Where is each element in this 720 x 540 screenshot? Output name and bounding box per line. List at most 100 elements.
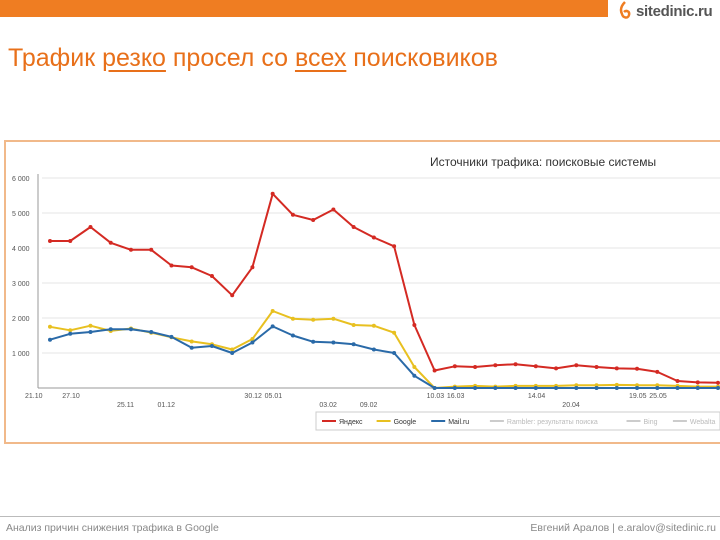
- data-point: [695, 386, 700, 390]
- x-tick-label: 25.05: [649, 393, 667, 400]
- series-line-2: [49, 325, 718, 389]
- x-tick-label: 27.10: [62, 393, 80, 400]
- data-point: [169, 263, 174, 268]
- data-point: [392, 351, 397, 355]
- legend-label: Rambler: результаты поиска: [507, 419, 598, 426]
- data-point: [513, 362, 518, 367]
- data-point: [189, 339, 194, 344]
- data-point: [655, 386, 660, 390]
- data-point: [270, 309, 275, 313]
- data-point: [128, 247, 133, 252]
- data-point: [533, 386, 538, 390]
- y-tick-label: 4 000: [12, 246, 30, 253]
- data-point: [452, 364, 457, 369]
- data-point: [128, 327, 133, 332]
- data-point: [716, 386, 720, 390]
- data-point: [250, 337, 255, 341]
- data-point: [614, 382, 619, 387]
- x-tick-label: 30.12: [244, 393, 262, 400]
- data-point: [331, 207, 336, 212]
- data-point: [250, 340, 255, 345]
- data-point: [108, 327, 113, 332]
- data-point: [149, 330, 154, 334]
- x-tick-label: 09.02: [360, 402, 378, 409]
- data-point: [473, 365, 478, 369]
- data-point: [250, 265, 255, 270]
- data-point: [209, 344, 214, 348]
- x-tick-label: 20.04: [562, 402, 580, 409]
- y-tick-label: 2 000: [12, 316, 30, 323]
- data-point: [635, 386, 640, 390]
- data-point: [88, 323, 93, 328]
- series-line-1: [49, 310, 718, 389]
- x-tick-label: 16.03: [447, 393, 465, 400]
- x-tick-label: 10.03: [427, 393, 445, 400]
- data-point: [230, 347, 235, 352]
- data-point: [655, 369, 660, 374]
- x-tick-label: 14.04: [528, 393, 546, 400]
- logo-text: sitedinic.ru: [636, 2, 713, 20]
- data-point: [230, 351, 235, 355]
- page-title: Трафик резко просел со всех поисковиков: [8, 44, 498, 73]
- data-point: [493, 386, 498, 390]
- data-point: [675, 386, 680, 390]
- data-point: [351, 225, 356, 229]
- data-point: [675, 379, 680, 383]
- data-point: [331, 340, 336, 345]
- data-point: [533, 364, 538, 369]
- data-point: [311, 317, 316, 322]
- data-point: [594, 365, 599, 369]
- data-point: [594, 383, 599, 388]
- data-point: [412, 323, 417, 327]
- data-point: [149, 247, 154, 252]
- x-tick-label: 21.10: [25, 393, 43, 400]
- x-tick-label: 05.01: [265, 393, 283, 400]
- series-line-0: [50, 192, 719, 384]
- data-point: [48, 337, 52, 342]
- title-part: просел со: [165, 44, 295, 72]
- data-point: [290, 333, 295, 338]
- data-point: [88, 225, 93, 229]
- y-tick-label: 3 000: [12, 281, 30, 288]
- data-point: [635, 366, 640, 371]
- data-point: [189, 265, 194, 270]
- data-point: [473, 386, 478, 390]
- data-point: [311, 218, 316, 222]
- data-point: [68, 328, 73, 333]
- data-point: [88, 330, 93, 334]
- top-accent-bar: [0, 0, 608, 17]
- footer-right-text: Евгений Аралов | e.aralov@sitedinic.ru: [530, 522, 716, 534]
- data-point: [392, 244, 397, 249]
- data-point: [574, 386, 579, 390]
- data-point: [48, 239, 52, 243]
- data-point: [48, 324, 52, 329]
- data-point: [371, 323, 376, 328]
- data-point: [554, 366, 559, 371]
- data-point: [169, 334, 174, 339]
- data-point: [209, 274, 214, 278]
- data-point: [68, 239, 73, 243]
- data-point: [371, 235, 376, 240]
- data-point: [493, 363, 498, 368]
- x-tick-label: 01.12: [157, 402, 175, 409]
- title-part: Трафик: [8, 44, 103, 72]
- y-tick-label: 5 000: [12, 211, 30, 218]
- data-point: [189, 345, 194, 350]
- data-point: [655, 383, 660, 388]
- legend-box: [315, 411, 720, 431]
- data-point: [513, 386, 518, 390]
- legend-label: Bing: [644, 419, 658, 426]
- data-point: [270, 324, 275, 329]
- legend-label: Webalta: [690, 419, 716, 426]
- data-point: [695, 380, 700, 385]
- data-point: [68, 331, 73, 336]
- footer-divider: [0, 516, 720, 517]
- title-part-underlined: всех: [294, 44, 347, 72]
- data-point: [331, 316, 336, 321]
- legend-label: Mail.ru: [448, 419, 469, 426]
- data-point: [614, 386, 619, 390]
- x-tick-label: 25.11: [117, 402, 134, 409]
- y-tick-label: 6 000: [12, 176, 30, 183]
- data-point: [614, 366, 619, 371]
